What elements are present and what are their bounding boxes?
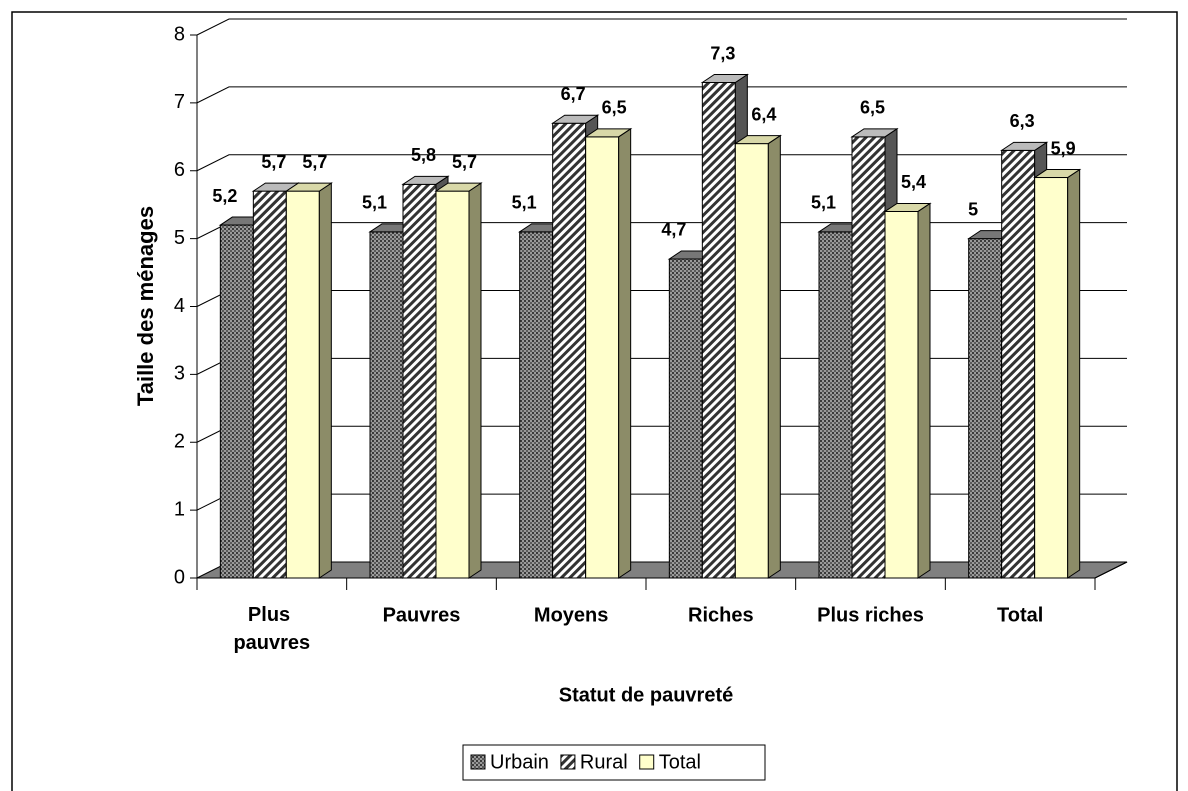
x-tick-label-line: pauvres: [233, 632, 310, 654]
bar: [519, 231, 554, 579]
bar: [552, 122, 587, 579]
x-tick-label-line: Plus: [248, 604, 296, 626]
grid-line: [196, 18, 1127, 36]
data-label: 5,4: [901, 172, 926, 192]
x-axis-label: Statut de pauvreté: [559, 684, 733, 706]
y-tick-label: 8: [174, 23, 185, 45]
bar-side: [917, 202, 931, 579]
data-label: 7,3: [710, 43, 735, 63]
bar-top: [1033, 169, 1082, 179]
data-label: 5,2: [212, 186, 237, 206]
y-tick-label: 5: [174, 227, 185, 249]
bar-top: [434, 182, 483, 192]
y-tick-label: 2: [174, 431, 185, 453]
x-tick-label: Moyens: [534, 604, 608, 626]
bar-side: [767, 134, 781, 579]
bar: [968, 238, 1003, 579]
bar: [851, 136, 886, 579]
bar-side: [468, 182, 482, 579]
legend: Urbain Rural Total: [462, 744, 766, 781]
bar-top: [700, 74, 749, 84]
bar: [402, 183, 437, 579]
data-label: 5,9: [1051, 138, 1076, 158]
bar: [818, 231, 853, 579]
y-axis-label: Taille des ménages: [133, 206, 158, 406]
bar-side: [1067, 168, 1081, 579]
y-tick-label: 0: [174, 566, 185, 588]
data-label: 6,3: [1010, 111, 1035, 131]
legend-swatch: [560, 754, 576, 770]
grid-line: [196, 154, 1127, 172]
bar: [1001, 149, 1036, 579]
data-label: 5,1: [512, 193, 537, 213]
data-label: 5,7: [302, 152, 327, 172]
bar: [435, 190, 470, 579]
grid-line: [196, 86, 1127, 104]
x-axis-back: [1094, 561, 1128, 579]
x-tick-label: Plus riches: [817, 604, 924, 626]
bar-top: [584, 128, 633, 138]
bar-top: [883, 202, 932, 212]
bar-top: [1000, 141, 1049, 151]
y-tick-label: 1: [174, 498, 185, 520]
legend-label: Urbain: [490, 751, 549, 773]
bar: [219, 224, 254, 579]
bar: [1034, 177, 1069, 579]
bar-top: [733, 135, 782, 145]
x-tick-label: Total: [997, 604, 1043, 626]
bar: [285, 190, 320, 579]
bar: [734, 143, 769, 579]
data-label: 6,5: [602, 98, 627, 118]
data-label: 6,7: [561, 84, 586, 104]
y-tick-label: 3: [174, 363, 185, 385]
bar-side: [618, 127, 632, 579]
data-label: 6,5: [860, 98, 885, 118]
data-label: 6,4: [751, 104, 776, 124]
bar: [369, 231, 404, 579]
legend-box: [462, 744, 766, 781]
x-tick-label: Plus pauvres: [233, 604, 310, 654]
legend-swatch: [639, 754, 655, 770]
bar-top: [401, 175, 450, 185]
y-tick-label: 6: [174, 159, 185, 181]
data-label: 5,7: [452, 152, 477, 172]
frame: [11, 11, 1178, 791]
data-label: 5: [968, 199, 978, 219]
y-tick-label: 4: [174, 295, 185, 317]
data-label: 5,1: [362, 193, 387, 213]
legend-label: Rural: [580, 751, 628, 773]
data-label: 5,8: [411, 145, 436, 165]
bar: [668, 258, 703, 579]
bar-top: [551, 114, 600, 124]
bar-top: [284, 182, 333, 192]
legend-label: Total: [659, 751, 701, 773]
data-label: 5,7: [261, 152, 286, 172]
bar-top: [850, 128, 899, 138]
x-tick-label: Pauvres: [383, 604, 461, 626]
bar: [884, 210, 919, 579]
x-tick-label: Riches: [688, 604, 754, 626]
y-tick-label: 7: [174, 91, 185, 113]
bar: [252, 190, 287, 579]
bar: [585, 136, 620, 579]
data-label: 4,7: [661, 220, 686, 240]
bar-side: [318, 182, 332, 579]
bar: [701, 82, 736, 579]
legend-swatch: [470, 754, 486, 770]
data-label: 5,1: [811, 193, 836, 213]
